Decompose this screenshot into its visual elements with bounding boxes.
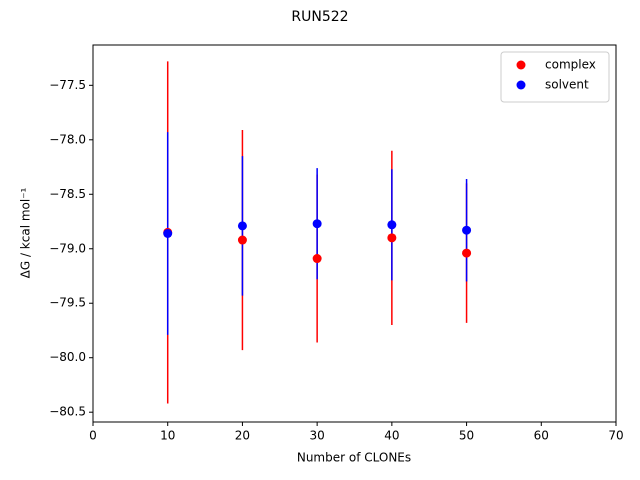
- point: [462, 225, 472, 235]
- x-tick-label: 0: [89, 429, 97, 443]
- y-tick-label: −77.5: [49, 78, 86, 92]
- y-tick-label: −80.5: [49, 405, 86, 419]
- x-tick-label: 60: [534, 429, 549, 443]
- y-tick-label: −78.0: [49, 132, 86, 146]
- chart-title: RUN522: [291, 9, 348, 25]
- point: [312, 254, 322, 264]
- legend-marker: [516, 60, 526, 70]
- point: [387, 220, 397, 230]
- x-tick-label: 20: [235, 429, 250, 443]
- legend-marker: [516, 80, 526, 90]
- point: [163, 229, 173, 238]
- y-tick-label: −79.0: [49, 241, 86, 255]
- legend-label: solvent: [545, 78, 589, 92]
- y-axis-label: ΔG / kcal mol⁻¹: [19, 187, 33, 278]
- point: [462, 248, 472, 258]
- x-axis-label: Number of CLONEs: [297, 451, 411, 465]
- point: [312, 219, 322, 229]
- legend-label: complex: [545, 58, 596, 72]
- plot-frame: [92, 44, 617, 423]
- x-tick-label: 10: [160, 429, 175, 443]
- y-tick-label: −79.5: [49, 296, 86, 310]
- point: [387, 233, 397, 243]
- y-tick-label: −78.5: [49, 187, 86, 201]
- point: [237, 235, 247, 245]
- x-tick-label: 30: [310, 429, 325, 443]
- x-tick-label: 70: [608, 429, 623, 443]
- x-tick-label: 40: [384, 429, 399, 443]
- x-tick-label: 50: [459, 429, 474, 443]
- point: [237, 221, 247, 231]
- legend-box: [500, 51, 610, 103]
- y-tick-label: −80.0: [49, 350, 86, 364]
